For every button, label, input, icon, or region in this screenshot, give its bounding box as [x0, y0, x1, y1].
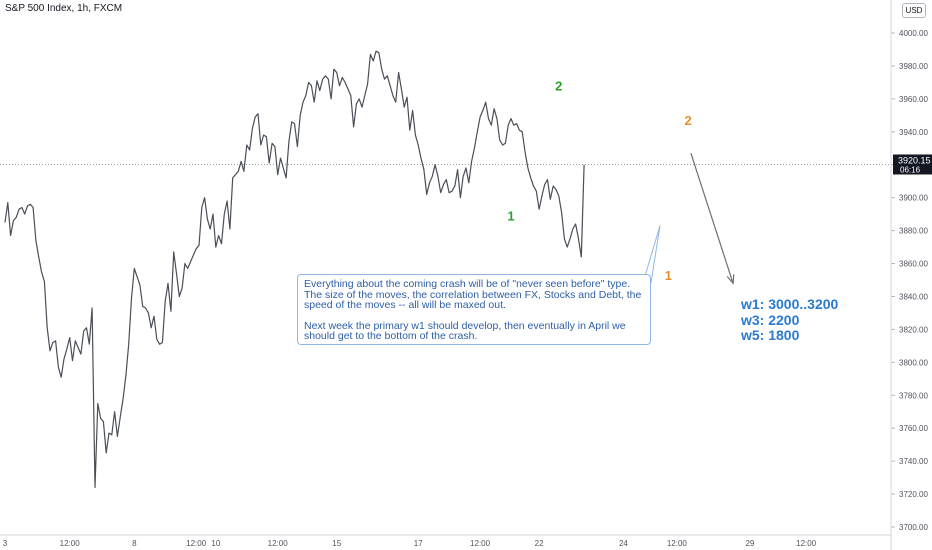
time-tick-label: 29 — [745, 539, 754, 548]
time-tick-label: 12:00 — [60, 539, 81, 548]
price-tick-label: 3940.00 — [899, 128, 928, 137]
price-tick-label: 3700.00 — [899, 523, 928, 532]
wave-labels: 2 1 2 1 — [507, 79, 691, 283]
last-price-value: 3920.15 — [898, 155, 931, 165]
annotation-callout[interactable]: Everything about the coming crash will b… — [297, 274, 651, 345]
time-tick-label: 24 — [619, 539, 628, 548]
callout-pointer-edge — [650, 225, 661, 284]
price-tick-label: 3840.00 — [899, 292, 928, 301]
price-tick-label: 3980.00 — [899, 62, 928, 71]
price-axis[interactable]: 4000.003980.003960.003940.003920.003900.… — [891, 29, 928, 532]
price-tick-label: 3800.00 — [899, 358, 928, 367]
time-tick-label: 3 — [3, 539, 8, 548]
time-tick-label: 12:00 — [186, 539, 207, 548]
time-tick-label: 22 — [535, 539, 544, 548]
time-axis[interactable]: 3 12:00 8 12:00 10 12:00 15 17 12:00 22 24 12:00 29 1… — [3, 539, 817, 548]
price-tick-label: 3740.00 — [899, 457, 928, 466]
time-tick-label: 8 — [132, 539, 137, 548]
wave-label-green: 1 — [507, 209, 514, 224]
bar-countdown: 06:16 — [900, 165, 921, 174]
time-tick-label: 15 — [332, 539, 341, 548]
projection-arrow-head — [726, 274, 735, 285]
price-tick-label: 3900.00 — [899, 194, 928, 203]
time-tick-label: 12:00 — [268, 539, 289, 548]
wave-label-orange: 1 — [665, 268, 672, 283]
price-tick-label: 3960.00 — [899, 95, 928, 104]
time-tick-label: 12:00 — [667, 539, 688, 548]
price-tick-label: 3860.00 — [899, 260, 928, 269]
price-tick-label: 3880.00 — [899, 227, 928, 236]
target-w3: w3: 2200 — [741, 311, 800, 328]
wave-targets: w1: 3000..3200 w3: 2200 w5: 1800 — [741, 296, 839, 344]
price-tick-label: 3720.00 — [899, 490, 928, 499]
time-tick-label: 10 — [211, 539, 220, 548]
time-tick-label: 17 — [414, 539, 423, 548]
target-w5: w5: 1800 — [741, 327, 800, 343]
price-tick-label: 3820.00 — [899, 325, 928, 334]
annotation-paragraph-1: Everything about the coming crash will b… — [304, 278, 642, 311]
currency-button[interactable]: USD — [902, 3, 926, 18]
time-tick-label: 12:00 — [470, 539, 491, 548]
wave-label-green: 2 — [555, 79, 562, 94]
symbol-title[interactable]: S&P 500 Index, 1h, FXCM — [5, 3, 123, 14]
price-line-series — [4, 50, 585, 489]
price-tick-label: 3780.00 — [899, 391, 928, 400]
projection-arrow — [690, 153, 734, 284]
price-tick-label: 3760.00 — [899, 424, 928, 433]
callout-pointer — [644, 225, 661, 277]
target-w1: w1: 3000..3200 — [741, 296, 839, 312]
time-tick-label: 12:00 — [796, 539, 817, 548]
annotation-paragraph-2: Next week the primary w1 should develop,… — [304, 319, 626, 342]
last-price-label: 3920.15 06:16 — [893, 154, 932, 175]
price-tick-label: 4000.00 — [899, 29, 928, 38]
wave-label-orange: 2 — [684, 113, 691, 128]
